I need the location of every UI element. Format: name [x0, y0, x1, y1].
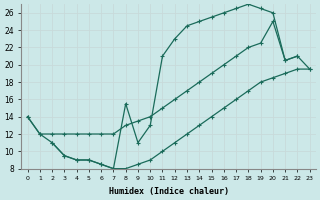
X-axis label: Humidex (Indice chaleur): Humidex (Indice chaleur) — [108, 187, 228, 196]
